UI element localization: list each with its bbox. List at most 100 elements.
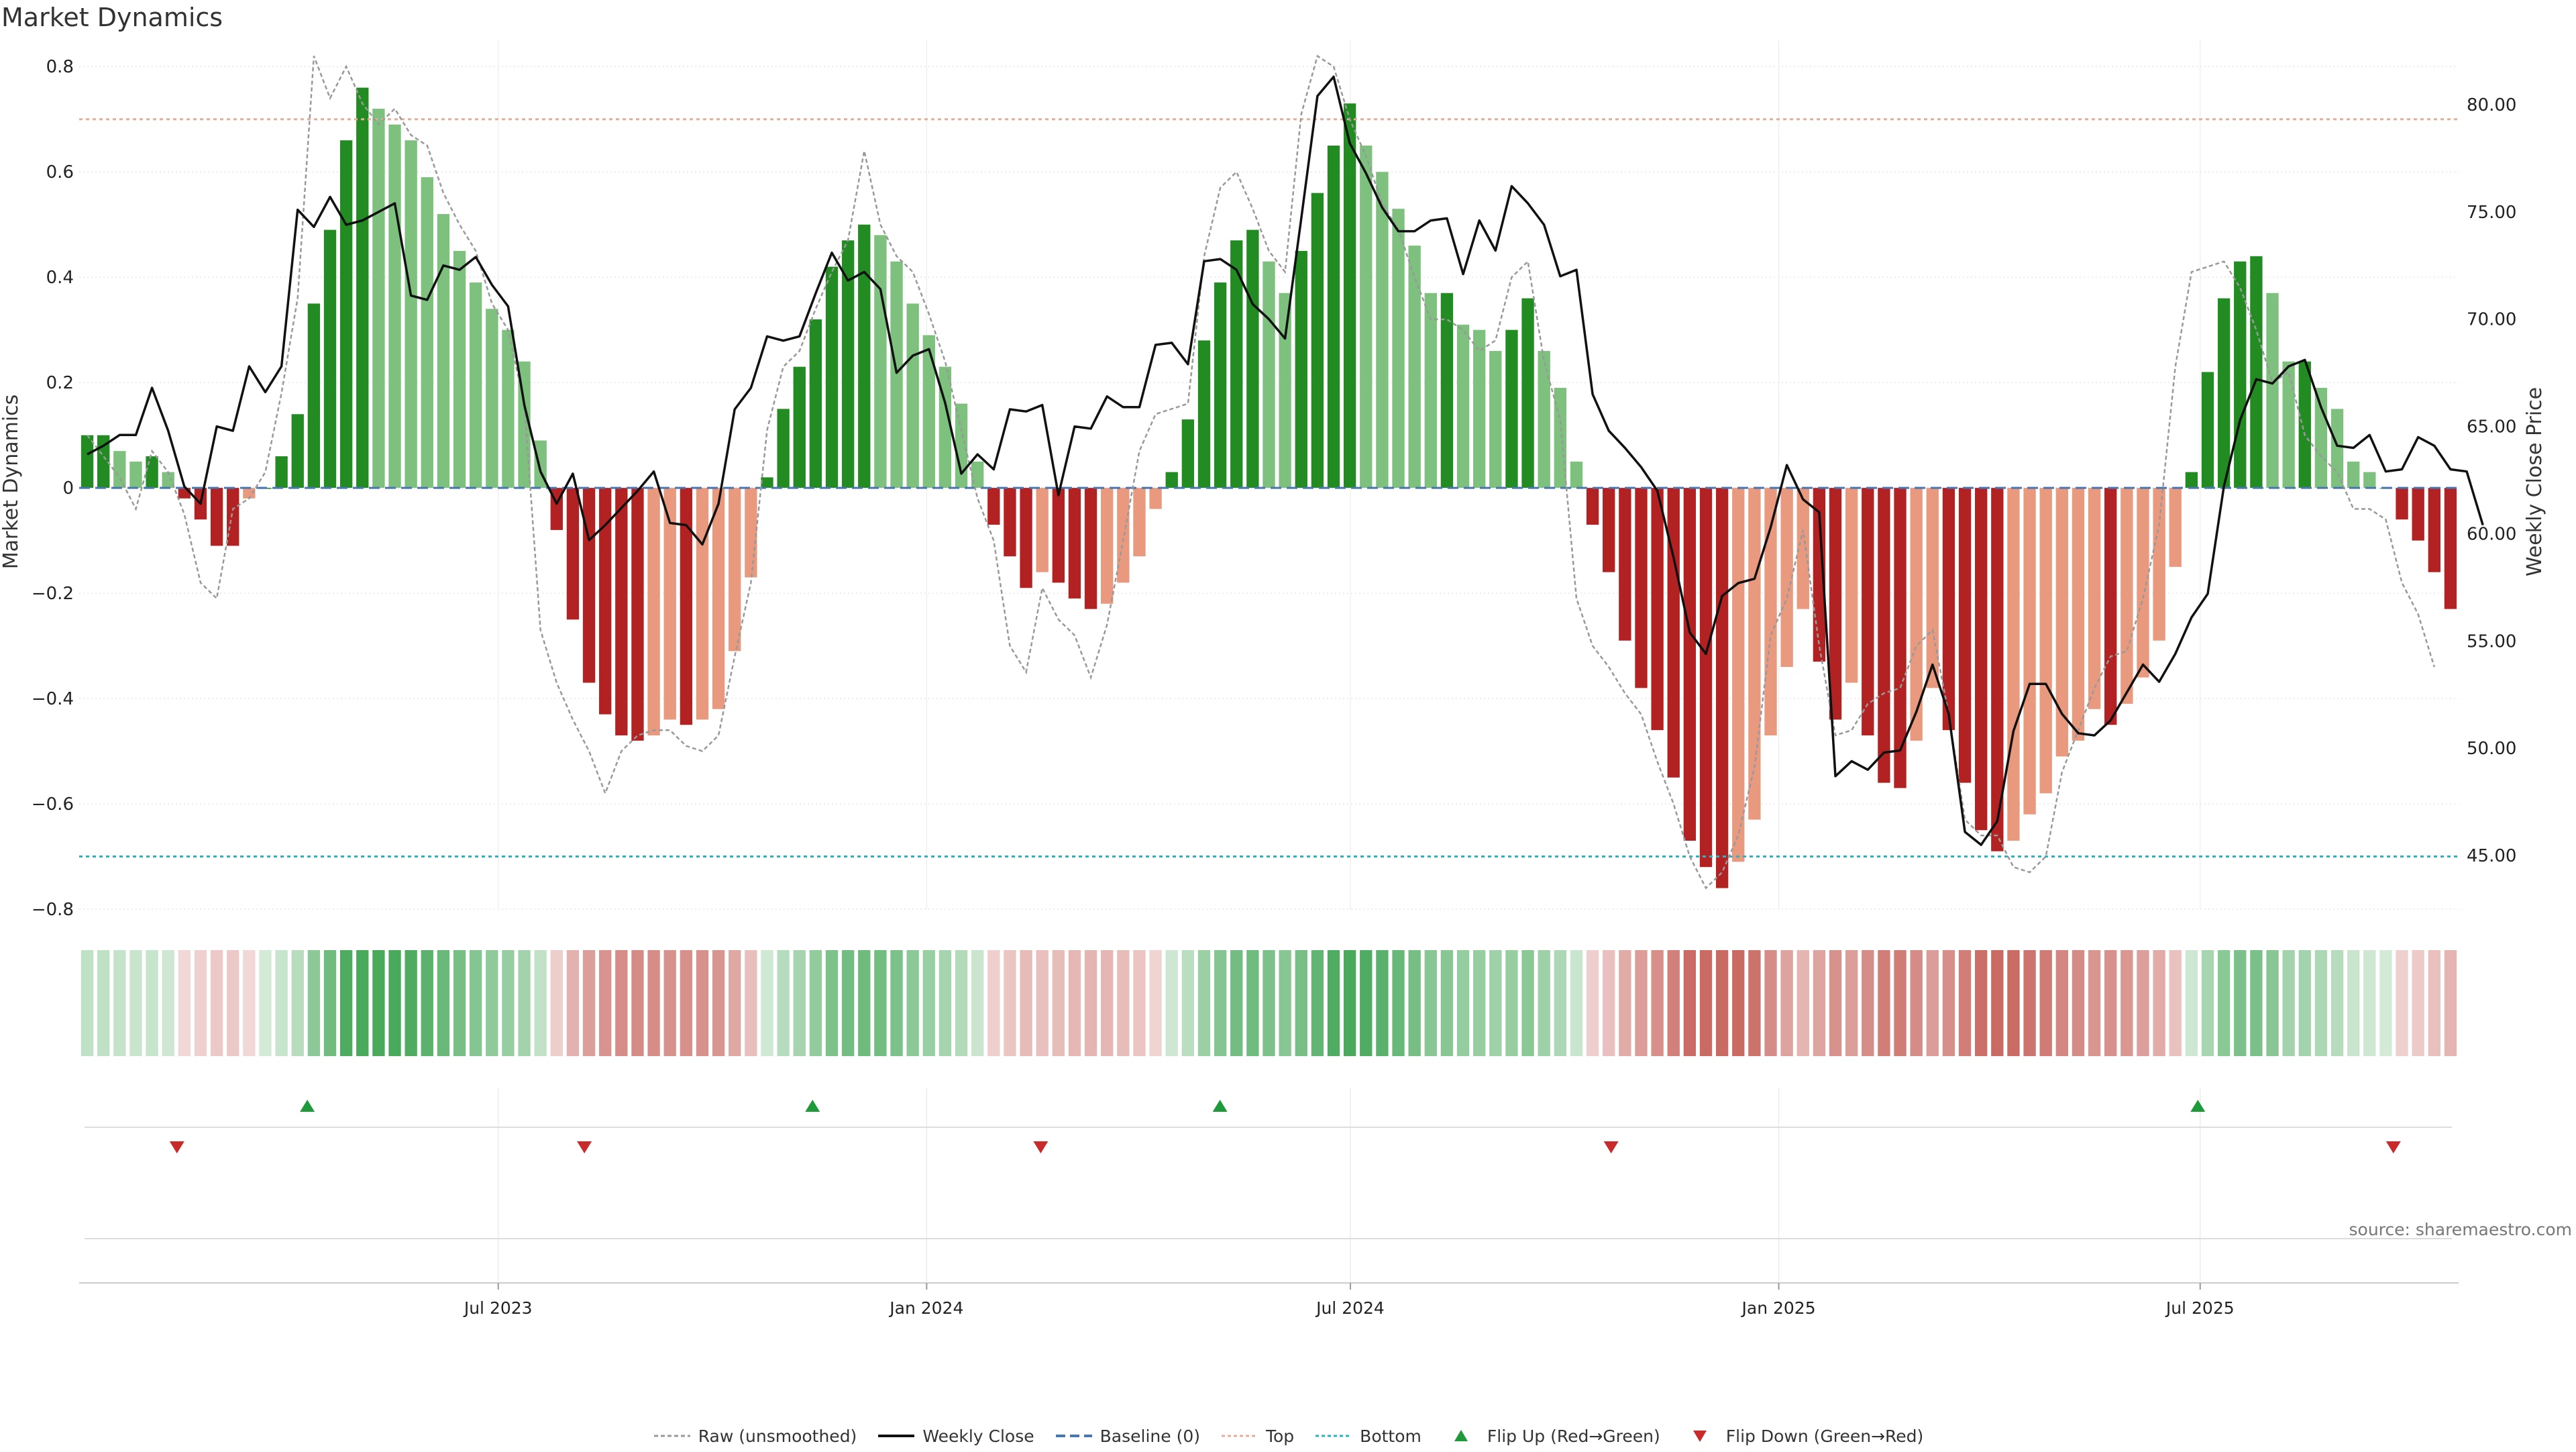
regime-cell: [307, 950, 321, 1056]
regime-cell: [2266, 950, 2279, 1056]
bar: [1343, 103, 1356, 488]
y2-axis-label: Weekly Close Price: [2523, 387, 2546, 576]
bar: [745, 488, 757, 578]
bar: [2363, 472, 2376, 488]
bar: [1440, 293, 1454, 488]
regime-cell: [1165, 950, 1178, 1056]
regime-cell: [1505, 950, 1518, 1056]
regime-cell: [1036, 950, 1049, 1056]
regime-cell: [129, 950, 142, 1056]
bar: [1813, 488, 1826, 662]
x-tick-label: Jul 2024: [1315, 1298, 1385, 1318]
regime-cell: [2250, 950, 2263, 1056]
regime-cell: [1991, 950, 2004, 1056]
regime-cell: [1651, 950, 1664, 1056]
regime-cell: [421, 950, 433, 1056]
bar: [1408, 246, 1421, 488]
bar: [339, 140, 353, 488]
bar: [2396, 488, 2408, 520]
bar: [1732, 488, 1745, 862]
bar: [1505, 329, 1518, 488]
bar: [502, 329, 515, 488]
legend-label: Bottom: [1360, 1426, 1421, 1446]
regime-cell: [2185, 950, 2198, 1056]
bar: [1619, 488, 1631, 641]
regime-cell: [405, 950, 417, 1056]
regime-cell: [1020, 950, 1032, 1056]
bar: [1392, 209, 1405, 488]
bar: [2023, 488, 2036, 815]
bar: [210, 488, 223, 546]
bar: [777, 409, 790, 488]
regime-cell: [2137, 950, 2149, 1056]
regime-cell: [80, 950, 94, 1056]
bar: [2153, 488, 2165, 641]
regime-cell: [696, 950, 709, 1056]
bar: [922, 335, 935, 488]
bar: [1635, 488, 1648, 688]
regime-cell: [1473, 950, 1486, 1056]
y2-tick-label: 65.00: [2467, 417, 2516, 437]
bar: [405, 140, 417, 488]
regime-cell: [566, 950, 580, 1056]
regime-cell: [841, 950, 855, 1056]
bar: [2104, 488, 2117, 725]
bar: [1360, 145, 1373, 488]
bar: [1246, 229, 1259, 488]
legend-label: Flip Up (Red→Green): [1487, 1426, 1660, 1446]
regime-cell: [2169, 950, 2182, 1056]
regime-cell: [2396, 950, 2408, 1056]
regime-cell: [858, 950, 871, 1056]
bar: [2217, 298, 2231, 488]
regime-cell: [680, 950, 693, 1056]
y-tick-label: 0.8: [46, 57, 74, 77]
bar: [1538, 351, 1550, 488]
bar: [1117, 488, 1130, 583]
bar: [1715, 488, 1729, 888]
flip-down-marker: [2385, 1141, 2401, 1153]
regime-cell: [502, 950, 515, 1056]
regime-cell: [1392, 950, 1405, 1056]
bar: [729, 488, 741, 652]
regime-cell: [2055, 950, 2069, 1056]
y-tick-label: 0: [62, 478, 74, 499]
bar: [1878, 488, 1890, 783]
legend-swatch: [1693, 1431, 1707, 1442]
regime-cell: [1570, 950, 1583, 1056]
bar: [1263, 261, 1275, 488]
legend-swatch: [653, 1435, 690, 1437]
flip-up-marker: [805, 1100, 820, 1112]
bar: [1149, 488, 1162, 509]
bar: [906, 303, 919, 488]
bar: [1084, 488, 1097, 609]
regime-cell: [1975, 950, 1988, 1056]
y2-tick-label: 80.00: [2467, 95, 2516, 115]
bar: [1295, 250, 1307, 488]
regime-cell: [1683, 950, 1697, 1056]
legend-item: Raw (unsmoothed): [653, 1427, 857, 1446]
regime-cell: [243, 950, 256, 1056]
bar: [874, 235, 887, 488]
bar: [2055, 488, 2069, 757]
bar: [388, 124, 401, 488]
bar: [162, 472, 174, 488]
flip-markers: [85, 1100, 2452, 1239]
bar: [1829, 488, 1842, 720]
legend-label: Baseline (0): [1099, 1426, 1200, 1446]
bar: [2444, 488, 2457, 609]
bar: [841, 240, 855, 488]
regime-cell: [1748, 950, 1761, 1056]
bar: [1667, 488, 1680, 778]
bar: [2185, 472, 2198, 488]
regime-cell: [113, 950, 126, 1056]
bar: [1570, 461, 1583, 488]
bar: [1101, 488, 1114, 604]
regime-cell: [437, 950, 450, 1056]
bar: [1764, 488, 1777, 735]
bar: [2250, 256, 2263, 488]
regime-cell: [793, 950, 806, 1056]
y-tick-label: −0.4: [32, 689, 74, 709]
regime-cell: [647, 950, 660, 1056]
bar: [761, 477, 773, 488]
